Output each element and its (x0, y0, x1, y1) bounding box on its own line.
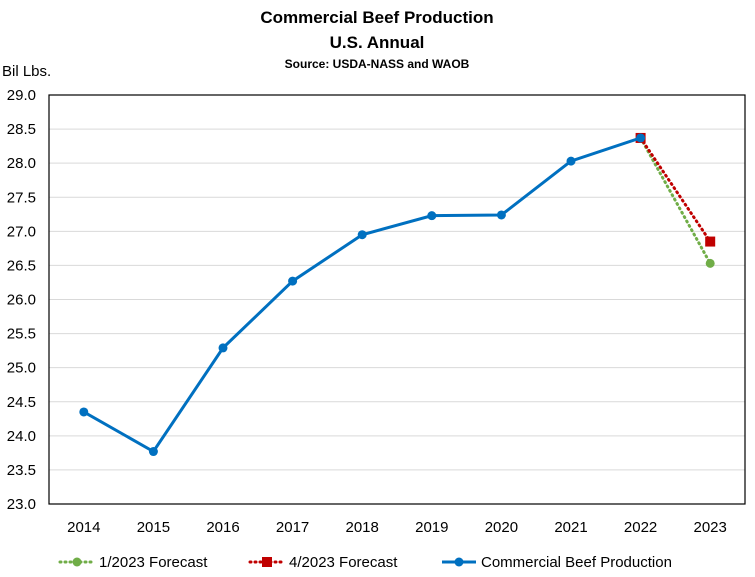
x-tick-label: 2021 (554, 519, 587, 536)
plot-border (48, 94, 746, 505)
x-tick-label: 2017 (276, 519, 309, 536)
data-point (566, 156, 576, 166)
x-tick-label: 2018 (346, 519, 379, 536)
series-line-0 (639, 136, 712, 265)
data-point (288, 276, 298, 286)
y-tick-label: 25.0 (7, 360, 36, 377)
data-point (636, 133, 646, 143)
data-point (496, 210, 506, 220)
x-tick-label: 2023 (694, 519, 727, 536)
y-axis-label: Bil Lbs. (2, 63, 51, 80)
data-point (79, 407, 89, 417)
y-tick-label: 25.5 (7, 326, 36, 343)
x-tick-label: 2014 (67, 519, 100, 536)
data-point (148, 447, 158, 457)
x-tick-label: 2015 (137, 519, 170, 536)
legend-marker (454, 557, 464, 567)
legend-label: 4/2023 Forecast (289, 554, 398, 571)
y-tick-label: 23.5 (7, 462, 36, 479)
x-tick-label: 2020 (485, 519, 518, 536)
y-tick-label: 26.0 (7, 292, 36, 309)
data-point (218, 343, 228, 353)
y-tick-label: 24.5 (7, 394, 36, 411)
y-tick-label: 23.0 (7, 496, 36, 513)
legend-marker (262, 557, 272, 567)
data-point (427, 211, 437, 221)
y-tick-label: 29.0 (7, 87, 36, 104)
data-point (705, 236, 716, 247)
series-line-2 (83, 136, 642, 454)
x-tick-label: 2022 (624, 519, 657, 536)
chart-title: Commercial Beef Production (260, 8, 493, 27)
legend-label: Commercial Beef Production (481, 554, 672, 571)
y-tick-label: 28.0 (7, 155, 36, 172)
y-tick-label: 24.0 (7, 428, 36, 445)
x-tick-label: 2016 (206, 519, 239, 536)
legend-marker (72, 557, 82, 567)
series-line-1 (639, 136, 712, 244)
y-tick-label: 27.5 (7, 189, 36, 206)
chart-source: Source: USDA-NASS and WAOB (285, 57, 470, 71)
y-tick-label: 27.0 (7, 223, 36, 240)
y-tick-label: 26.5 (7, 257, 36, 274)
data-point (705, 258, 715, 268)
x-tick-label: 2019 (415, 519, 448, 536)
y-tick-label: 28.5 (7, 121, 36, 138)
chart-subtitle: U.S. Annual (330, 33, 425, 52)
legend-label: 1/2023 Forecast (99, 554, 208, 571)
data-point (357, 230, 367, 240)
